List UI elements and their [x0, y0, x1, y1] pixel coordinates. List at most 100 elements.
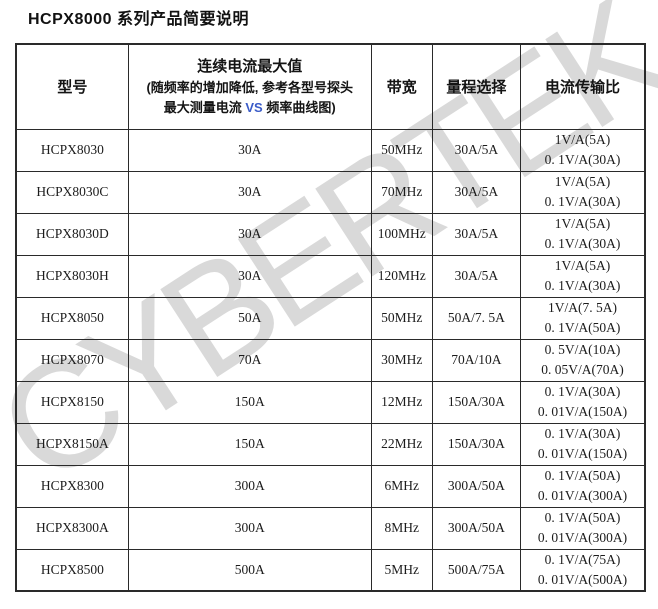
range-cell: 300A/50A: [431, 464, 522, 508]
ratio-line-1: 1V/A(5A): [554, 132, 611, 148]
max-current-header-line3: 最大测量电流 VS 频率曲线图): [131, 98, 369, 118]
range-cell: 30A/5A: [431, 254, 522, 298]
vs-text: VS: [245, 99, 263, 115]
ratio-line-2: 0. 01V/A(300A): [537, 488, 628, 503]
ratio-cell: 0. 1V/A(50A) 0. 01V/A(300A): [520, 506, 646, 550]
ratio-line-2: 0. 01V/A(150A): [537, 446, 628, 461]
table-row: HCPX8300A 300A 8MHz 300A/50A 0. 1V/A(50A…: [15, 506, 646, 550]
ratio-cell: 0. 5V/A(10A) 0. 05V/A(70A): [520, 338, 646, 382]
ratio-line-2: 0. 1V/A(50A): [544, 320, 621, 335]
bandwidth-cell: 70MHz: [370, 170, 433, 214]
range-cell: 150A/30A: [431, 422, 522, 466]
ratio-line-1: 0. 1V/A(30A): [544, 426, 621, 442]
ratio-line-2: 0. 1V/A(30A): [544, 152, 621, 167]
ratio-line-1: 1V/A(5A): [554, 174, 611, 190]
max-current-cell: 150A: [127, 380, 372, 424]
ratio-line-1: 0. 1V/A(50A): [544, 468, 621, 484]
table-row: HCPX8050 50A 50MHz 50A/7. 5A 1V/A(7. 5A)…: [15, 296, 646, 340]
model-cell: HCPX8300A: [15, 506, 129, 550]
ratio-cell: 1V/A(5A) 0. 1V/A(30A): [520, 128, 646, 172]
max-current-header-line1: 连续电流最大值: [197, 58, 303, 76]
max-current-cell: 150A: [127, 422, 372, 466]
ratio-line-1: 1V/A(5A): [554, 216, 611, 232]
ratio-line-2: 0. 05V/A(70A): [541, 362, 624, 377]
max-current-cell: 30A: [127, 212, 372, 256]
max-current-header-line3-pre: 最大测量电流: [163, 99, 246, 115]
product-spec-table: 型号 连续电流最大值 (随频率的增加降低, 参考各型号探头 最大测量电流 VS …: [15, 43, 646, 592]
model-cell: HCPX8030D: [15, 212, 129, 256]
ratio-line-2: 0. 1V/A(30A): [544, 278, 621, 293]
max-current-cell: 300A: [127, 464, 372, 508]
range-cell: 30A/5A: [431, 212, 522, 256]
ratio-line-1: 0. 5V/A(10A): [544, 342, 621, 358]
ratio-cell: 1V/A(5A) 0. 1V/A(30A): [520, 212, 646, 256]
ratio-line-1: 0. 1V/A(75A): [544, 552, 621, 568]
ratio-line-2: 0. 1V/A(30A): [544, 236, 621, 251]
model-cell: HCPX8500: [15, 548, 129, 592]
ratio-line-1: 0. 1V/A(30A): [544, 384, 621, 400]
ratio-cell: 1V/A(5A) 0. 1V/A(30A): [520, 254, 646, 298]
range-cell: 500A/75A: [431, 548, 522, 592]
table-row: HCPX8030C 30A 70MHz 30A/5A 1V/A(5A) 0. 1…: [15, 170, 646, 214]
ratio-cell: 1V/A(7. 5A) 0. 1V/A(50A): [520, 296, 646, 340]
table-row: HCPX8150A 150A 22MHz 150A/30A 0. 1V/A(30…: [15, 422, 646, 466]
range-cell: 30A/5A: [431, 170, 522, 214]
page-title: HCPX8000 系列产品简要说明: [28, 11, 249, 28]
bandwidth-cell: 12MHz: [370, 380, 433, 424]
ratio-cell: 0. 1V/A(50A) 0. 01V/A(300A): [520, 464, 646, 508]
table-row: HCPX8300 300A 6MHz 300A/50A 0. 1V/A(50A)…: [15, 464, 646, 508]
column-header-max-current: 连续电流最大值 (随频率的增加降低, 参考各型号探头 最大测量电流 VS 频率曲…: [127, 43, 372, 130]
max-current-cell: 500A: [127, 548, 372, 592]
bandwidth-cell: 50MHz: [370, 128, 433, 172]
range-cell: 150A/30A: [431, 380, 522, 424]
model-cell: HCPX8030H: [15, 254, 129, 298]
table-row: HCPX8070 70A 30MHz 70A/10A 0. 5V/A(10A) …: [15, 338, 646, 382]
table-header-row: 型号 连续电流最大值 (随频率的增加降低, 参考各型号探头 最大测量电流 VS …: [15, 43, 646, 130]
ratio-line-2: 0. 01V/A(500A): [537, 571, 628, 587]
bandwidth-cell: 30MHz: [370, 338, 433, 382]
model-cell: HCPX8030C: [15, 170, 129, 214]
table-row: HCPX8030 30A 50MHz 30A/5A 1V/A(5A) 0. 1V…: [15, 128, 646, 172]
model-cell: HCPX8070: [15, 338, 129, 382]
range-cell: 70A/10A: [431, 338, 522, 382]
bandwidth-cell: 50MHz: [370, 296, 433, 340]
table-row: HCPX8030D 30A 100MHz 30A/5A 1V/A(5A) 0. …: [15, 212, 646, 256]
bandwidth-cell: 22MHz: [370, 422, 433, 466]
ratio-line-1: 1V/A(5A): [554, 258, 611, 274]
model-cell: HCPX8300: [15, 464, 129, 508]
range-cell: 30A/5A: [431, 128, 522, 172]
table-row: HCPX8030H 30A 120MHz 30A/5A 1V/A(5A) 0. …: [15, 254, 646, 298]
bandwidth-cell: 100MHz: [370, 212, 433, 256]
max-current-cell: 300A: [127, 506, 372, 550]
ratio-cell: 0. 1V/A(75A) 0. 01V/A(500A): [520, 548, 646, 592]
model-cell: HCPX8050: [15, 296, 129, 340]
column-header-bandwidth: 带宽: [370, 43, 433, 130]
max-current-cell: 30A: [127, 254, 372, 298]
ratio-line-2: 0. 01V/A(300A): [537, 530, 628, 545]
column-header-model: 型号: [15, 43, 129, 130]
model-cell: HCPX8150A: [15, 422, 129, 466]
column-header-range: 量程选择: [431, 43, 522, 130]
ratio-cell: 1V/A(5A) 0. 1V/A(30A): [520, 170, 646, 214]
max-current-header-line2: (随频率的增加降低, 参考各型号探头: [146, 80, 353, 96]
model-cell: HCPX8030: [15, 128, 129, 172]
max-current-header-line3-post: 频率曲线图): [262, 99, 336, 115]
bandwidth-cell: 6MHz: [370, 464, 433, 508]
max-current-cell: 30A: [127, 170, 372, 214]
bandwidth-cell: 120MHz: [370, 254, 433, 298]
column-header-ratio: 电流传输比: [520, 43, 646, 130]
bandwidth-cell: 8MHz: [370, 506, 433, 550]
range-cell: 50A/7. 5A: [431, 296, 522, 340]
ratio-line-2: 0. 1V/A(30A): [544, 194, 621, 209]
ratio-cell: 0. 1V/A(30A) 0. 01V/A(150A): [520, 422, 646, 466]
model-cell: HCPX8150: [15, 380, 129, 424]
bandwidth-cell: 5MHz: [370, 548, 433, 592]
max-current-cell: 30A: [127, 128, 372, 172]
range-cell: 300A/50A: [431, 506, 522, 550]
max-current-cell: 70A: [127, 338, 372, 382]
table-row: HCPX8150 150A 12MHz 150A/30A 0. 1V/A(30A…: [15, 380, 646, 424]
max-current-cell: 50A: [127, 296, 372, 340]
ratio-line-1: 1V/A(7. 5A): [548, 300, 618, 316]
ratio-cell: 0. 1V/A(30A) 0. 01V/A(150A): [520, 380, 646, 424]
